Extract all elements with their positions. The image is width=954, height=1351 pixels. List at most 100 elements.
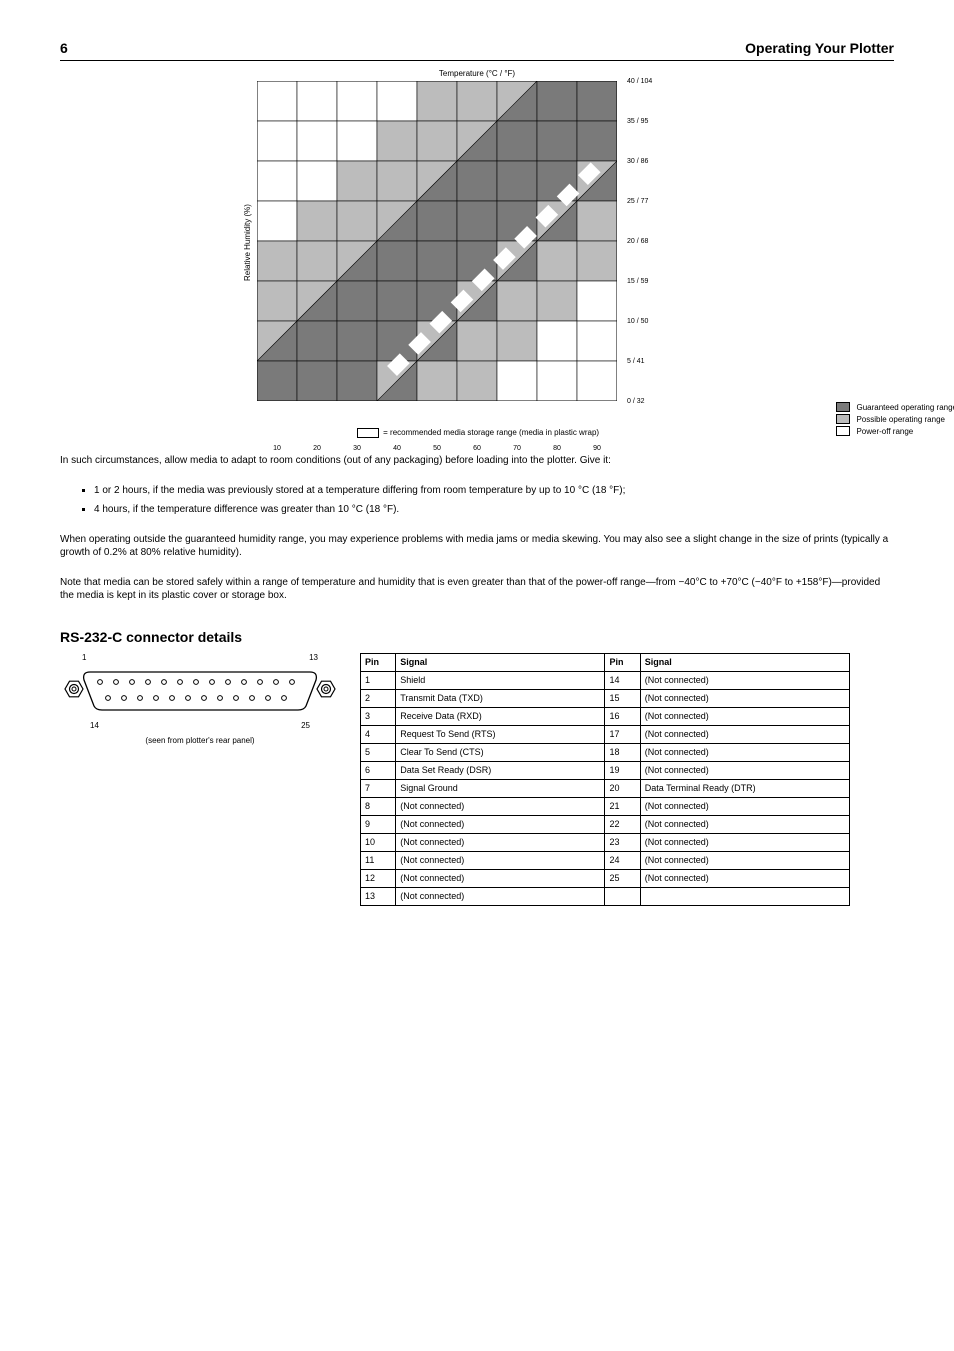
- chart-grid: [257, 81, 617, 401]
- page: 6 Operating Your Plotter Temperature (°C…: [0, 0, 954, 1351]
- y-tick: 15 / 59: [627, 278, 648, 285]
- legend-swatch: [836, 414, 850, 424]
- legend-item: Guaranteed operating range: [836, 402, 954, 412]
- table-cell: 18: [605, 743, 640, 761]
- legend-label: Guaranteed operating range: [856, 403, 954, 412]
- table-cell: 20: [605, 779, 640, 797]
- x-tick: 80: [553, 445, 561, 452]
- legend-swatch: [836, 402, 850, 412]
- table-cell: 5: [361, 743, 396, 761]
- table-cell: (Not connected): [640, 689, 849, 707]
- table-cell: 23: [605, 833, 640, 851]
- table-row: 3Receive Data (RXD)16(Not connected): [361, 707, 850, 725]
- table-cell: 13: [361, 887, 396, 905]
- table-cell: 4: [361, 725, 396, 743]
- table-header-row: PinSignalPinSignal: [361, 653, 850, 671]
- table-row: 8(Not connected)21(Not connected): [361, 797, 850, 815]
- table-row: 5Clear To Send (CTS)18(Not connected): [361, 743, 850, 761]
- table-row: 9(Not connected)22(Not connected): [361, 815, 850, 833]
- table-cell: (Not connected): [396, 869, 605, 887]
- table-row: 10(Not connected)23(Not connected): [361, 833, 850, 851]
- table-cell: Transmit Data (TXD): [396, 689, 605, 707]
- table-cell: 8: [361, 797, 396, 815]
- table-header: Signal: [396, 653, 605, 671]
- paragraph-1: In such circumstances, allow media to ad…: [60, 454, 894, 468]
- connector-row: 1 13 14 25 (seen from plotter's rear pan…: [60, 653, 894, 906]
- chart-footnote: = recommended media storage range (media…: [257, 428, 697, 438]
- table-row: 4Request To Send (RTS)17(Not connected): [361, 725, 850, 743]
- table-cell: 12: [361, 869, 396, 887]
- table-cell: 22: [605, 815, 640, 833]
- table-cell: [640, 887, 849, 905]
- table-cell: 11: [361, 851, 396, 869]
- pin-assignment-table: PinSignalPinSignal 1Shield14(Not connect…: [360, 653, 850, 906]
- table-cell: 2: [361, 689, 396, 707]
- table-cell: Shield: [396, 671, 605, 689]
- y-tick: 25 / 77: [627, 198, 648, 205]
- chart-note-right: range (media in plastic wrap): [496, 428, 599, 437]
- table-cell: 16: [605, 707, 640, 725]
- chart-left-axis-label: Relative Humidity (%): [243, 204, 252, 281]
- chart-top-axis-label: Temperature (°C / °F): [257, 69, 697, 78]
- table-cell: 6: [361, 761, 396, 779]
- table-cell: (Not connected): [640, 815, 849, 833]
- section-heading-connector: RS-232-C connector details: [60, 629, 894, 645]
- table-cell: 17: [605, 725, 640, 743]
- x-tick: 20: [313, 445, 321, 452]
- y-tick: 40 / 104: [627, 78, 652, 85]
- legend-item: Possible operating range: [836, 414, 954, 424]
- y-tick: 5 / 41: [627, 358, 645, 365]
- table-cell: 1: [361, 671, 396, 689]
- table-cell: 3: [361, 707, 396, 725]
- table-cell: (Not connected): [640, 743, 849, 761]
- table-cell: (Not connected): [640, 725, 849, 743]
- table-cell: (Not connected): [396, 815, 605, 833]
- y-tick: 30 / 86: [627, 158, 648, 165]
- connector-caption: (seen from plotter's rear panel): [60, 736, 340, 745]
- table-cell: 14: [605, 671, 640, 689]
- table-cell: (Not connected): [640, 833, 849, 851]
- table-cell: (Not connected): [640, 851, 849, 869]
- legend-item: Power-off range: [836, 426, 954, 436]
- table-cell: (Not connected): [640, 869, 849, 887]
- pin-label-top-right: 13: [309, 653, 318, 662]
- table-cell: [605, 887, 640, 905]
- table-cell: 15: [605, 689, 640, 707]
- table-cell: (Not connected): [640, 761, 849, 779]
- chart-note-left: = recommended media storage: [383, 428, 494, 437]
- x-tick: 40: [393, 445, 401, 452]
- pin-label-bottom-right: 25: [301, 721, 310, 730]
- table-cell: (Not connected): [640, 671, 849, 689]
- connector-diagram: 1 13 14 25 (seen from plotter's rear pan…: [60, 653, 340, 745]
- table-header: Pin: [361, 653, 396, 671]
- note-box-icon: [357, 428, 379, 438]
- table-cell: 10: [361, 833, 396, 851]
- page-number: 6: [60, 40, 68, 56]
- table-cell: (Not connected): [640, 707, 849, 725]
- table-row: 1Shield14(Not connected): [361, 671, 850, 689]
- legend-swatch: [836, 426, 850, 436]
- table-header: Pin: [605, 653, 640, 671]
- list-item: 1 or 2 hours, if the media was previousl…: [94, 484, 894, 498]
- page-header: 6 Operating Your Plotter: [60, 40, 894, 61]
- y-tick: 35 / 95: [627, 118, 648, 125]
- table-cell: 9: [361, 815, 396, 833]
- table-row: 13(Not connected): [361, 887, 850, 905]
- x-tick: 90: [593, 445, 601, 452]
- legend-label: Possible operating range: [856, 415, 945, 424]
- table-cell: (Not connected): [396, 833, 605, 851]
- table-cell: Clear To Send (CTS): [396, 743, 605, 761]
- x-tick: 10: [273, 445, 281, 452]
- table-cell: 7: [361, 779, 396, 797]
- table-cell: (Not connected): [396, 851, 605, 869]
- operating-range-chart: Temperature (°C / °F) Relative Humidity …: [257, 81, 697, 438]
- table-row: 7Signal Ground20Data Terminal Ready (DTR…: [361, 779, 850, 797]
- paragraph-3: Note that media can be stored safely wit…: [60, 576, 894, 603]
- table-cell: Request To Send (RTS): [396, 725, 605, 743]
- x-tick: 30: [353, 445, 361, 452]
- paragraph-2: When operating outside the guaranteed hu…: [60, 533, 894, 560]
- table-cell: Signal Ground: [396, 779, 605, 797]
- table-header: Signal: [640, 653, 849, 671]
- bullet-list: 1 or 2 hours, if the media was previousl…: [78, 484, 894, 517]
- db25-connector-icon: [60, 662, 340, 716]
